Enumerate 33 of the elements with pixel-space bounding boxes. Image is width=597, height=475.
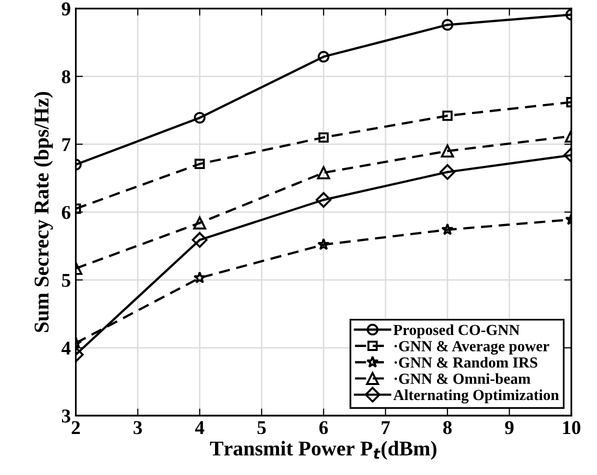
- legend-label: Alternating Optimization: [393, 389, 559, 404]
- point: [318, 132, 329, 143]
- y-tick-label: 5: [62, 274, 70, 287]
- legend-label: Proposed CO-GNN: [393, 324, 520, 338]
- y-axis-title: Sum Secrecy Rate (bps/Hz): [34, 92, 53, 332]
- y-tick-label: 6: [62, 206, 70, 220]
- point: [318, 50, 330, 63]
- point: [192, 232, 208, 248]
- point: [317, 166, 330, 180]
- point: [193, 271, 206, 284]
- y-tick-label: 4: [62, 342, 71, 355]
- y-tick-label: 9: [62, 2, 70, 16]
- point: [316, 192, 332, 208]
- point: [194, 158, 205, 170]
- x-tick-label: 2: [72, 421, 80, 434]
- y-tick-label: 3: [62, 409, 70, 423]
- x-tick-label: 7: [382, 421, 390, 434]
- x-tick-label: 3: [134, 421, 142, 434]
- legend-label: ·GNN & Omni-beam: [394, 373, 530, 384]
- legend-label: ·GNN & Random IRS: [394, 356, 538, 368]
- legend-label: ·GNN & Average power: [394, 341, 550, 355]
- x-tick-label: 4: [195, 421, 204, 434]
- x-tick-label: 5: [258, 421, 266, 434]
- point: [194, 112, 206, 124]
- point: [317, 238, 330, 250]
- x-tick-label: 8: [443, 421, 452, 434]
- y-tick-label: 7: [62, 138, 70, 151]
- point: [193, 216, 206, 230]
- x-axis-title: Transmit Power P$_{t}$(dBm): [210, 440, 436, 460]
- y-tick-label: 8: [62, 70, 70, 84]
- x-tick-label: 6: [319, 421, 328, 434]
- x-tick-label: 10: [563, 421, 580, 434]
- x-tick-label: 9: [505, 421, 514, 434]
